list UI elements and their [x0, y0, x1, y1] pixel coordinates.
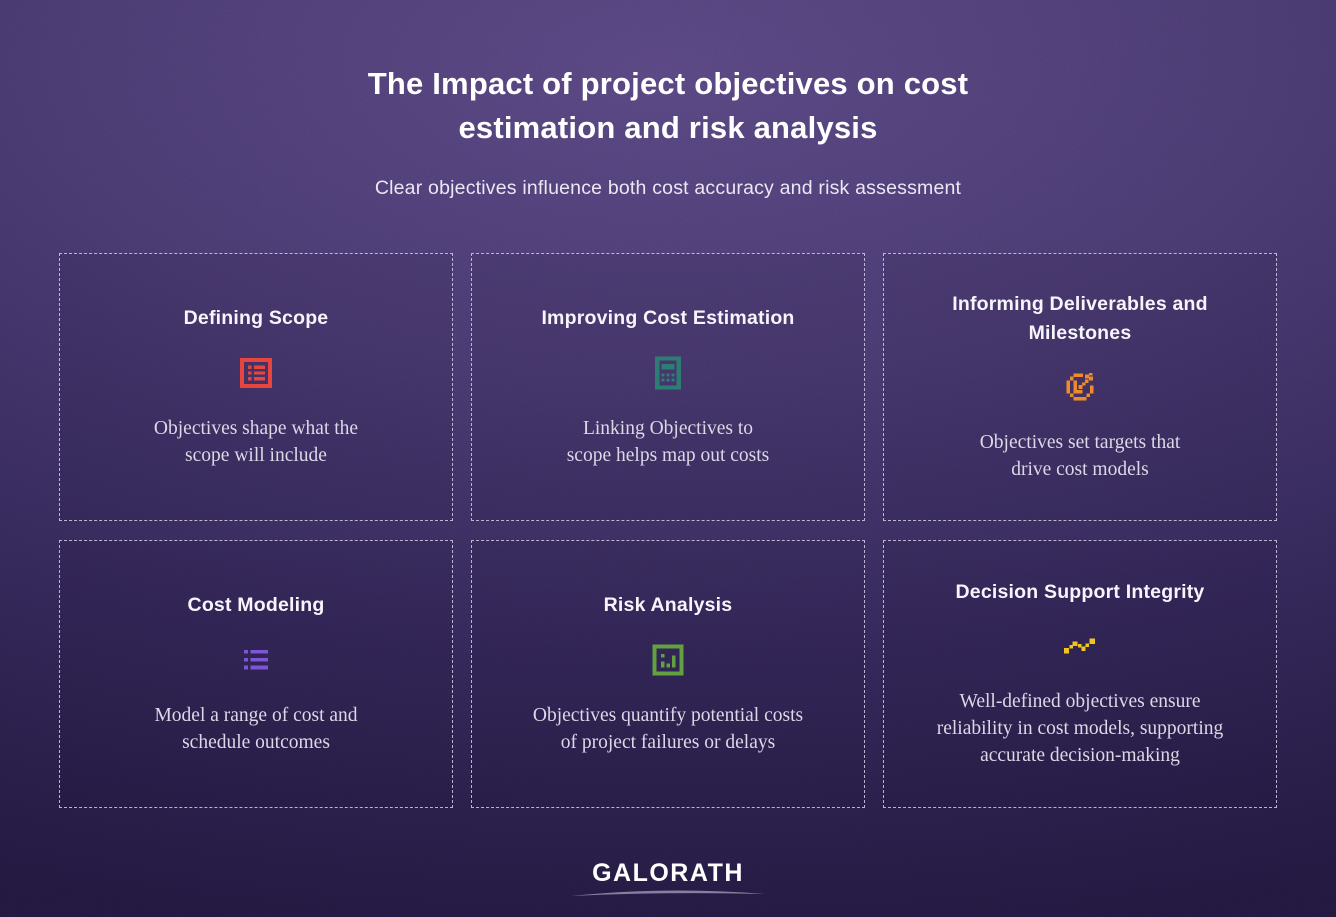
list-icon	[237, 641, 275, 679]
card-improving-cost-estimation: Improving Cost Estimation Linking Object…	[471, 253, 865, 522]
card-title: Cost Modeling	[187, 594, 325, 617]
card-description: Well-defined objectives ensure reliabili…	[936, 691, 1224, 767]
page-title: The Impact of project objectives on cost…	[367, 66, 969, 146]
card-informing-deliverables: Informing Deliverables and Milestones	[883, 253, 1277, 522]
card-defining-scope: Defining Scope Objectives shape what the…	[59, 253, 453, 522]
galorath-logo: GALORATH	[592, 859, 744, 888]
footer: GALORATH	[0, 859, 1336, 899]
card-title: Improving Cost Estimation	[541, 307, 795, 330]
page-subtitle: Clear objectives influence both cost acc…	[374, 177, 962, 200]
list-box-icon	[237, 354, 275, 392]
zigzag-line-icon	[1061, 627, 1099, 665]
card-title: Decision Support Integrity	[955, 581, 1205, 604]
card-description: Objectives set targets that drive cost m…	[979, 431, 1181, 480]
card-description: Objectives shape what the scope will inc…	[153, 417, 359, 466]
card-risk-analysis: Risk Analysis Objectives quantify potent…	[471, 540, 865, 809]
card-title: Defining Scope	[183, 307, 329, 330]
calculator-icon	[649, 354, 687, 392]
card-grid: Defining Scope Objectives shape what the…	[59, 253, 1277, 809]
card-decision-support-integrity: Decision Support Integrity Well-defined …	[883, 540, 1277, 809]
card-description: Linking Objectives to scope helps map ou…	[566, 417, 770, 466]
card-title: Risk Analysis	[603, 594, 733, 617]
card-description: Model a range of cost and schedule outco…	[154, 704, 358, 753]
card-description: Objectives quantify potential costs of p…	[532, 704, 804, 753]
header: The Impact of project objectives on cost…	[0, 0, 1336, 200]
target-arrow-icon	[1061, 368, 1099, 406]
card-cost-modeling: Cost Modeling Model a range of cost and …	[59, 540, 453, 809]
bar-chart-box-icon	[649, 641, 687, 679]
card-title: Informing Deliverables and Milestones	[952, 293, 1208, 344]
